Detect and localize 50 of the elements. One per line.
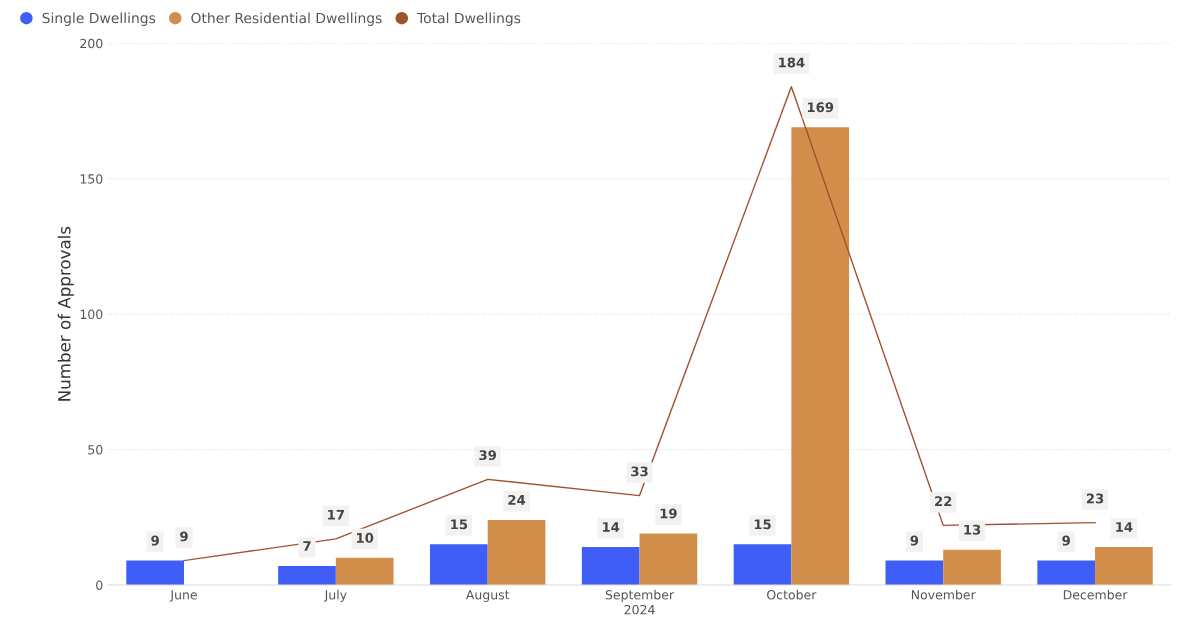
data-label: 23	[1086, 493, 1104, 504]
data-label: 15	[451, 519, 468, 530]
data-label: 33	[631, 466, 648, 477]
x-tick-label: July	[323, 589, 347, 602]
data-label: 9	[151, 535, 159, 546]
bar	[791, 127, 850, 585]
data-label: 17	[328, 509, 344, 520]
data-label: 15	[754, 519, 771, 530]
bar	[278, 566, 336, 585]
x-tick-label: June	[169, 590, 197, 602]
y-tick-label: 150	[80, 174, 103, 184]
x-tick-label: October	[767, 589, 817, 600]
data-label: 24	[508, 494, 526, 505]
y-tick-label: 50	[88, 445, 103, 455]
data-label: 9	[180, 531, 188, 542]
bar	[335, 557, 394, 585]
bar	[943, 549, 1001, 585]
data-label: 22	[935, 496, 952, 506]
y-tick-label: 100	[80, 309, 103, 320]
data-label: 13	[964, 524, 981, 535]
data-label: 14	[1116, 522, 1133, 532]
y-tick-label: 0	[96, 580, 103, 590]
data-label: 14	[602, 522, 620, 532]
bar	[733, 544, 792, 585]
data-label: 7	[303, 541, 311, 551]
bar	[126, 560, 185, 585]
bar	[581, 547, 640, 585]
bar	[487, 519, 546, 585]
legend-label: Other Residential Dwellings	[191, 12, 382, 26]
data-label: 169	[807, 102, 834, 113]
x-tick-label: August	[465, 590, 510, 602]
data-label: 184	[779, 57, 805, 68]
data-label: 9	[1062, 535, 1070, 546]
legend-label: Total Dwellings	[417, 12, 521, 26]
y-tick-label: 200	[80, 38, 103, 49]
x-tick-label: November	[911, 589, 976, 600]
data-label: 9	[910, 535, 919, 546]
bar	[639, 533, 698, 585]
x-tick-label: December	[1063, 589, 1128, 600]
bar	[429, 544, 488, 585]
bar	[1095, 547, 1153, 585]
data-label: 39	[479, 450, 497, 461]
x-tick-label: September	[605, 589, 675, 602]
bar	[885, 560, 944, 585]
y-axis-title: Number of Approvals	[57, 226, 74, 401]
bar	[1037, 560, 1096, 585]
legend-label: Single Dwellings	[42, 12, 156, 26]
data-label: 10	[357, 532, 374, 543]
data-label: 19	[660, 508, 677, 519]
x-axis-title: 2024	[624, 604, 655, 615]
